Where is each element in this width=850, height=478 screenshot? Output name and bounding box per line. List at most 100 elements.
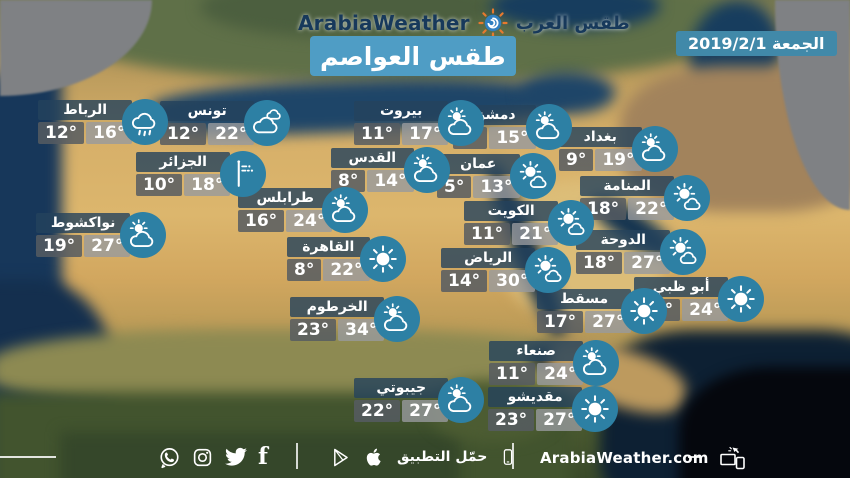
city-name: مقديشو [488,387,583,407]
partly-cloudy-icon [525,104,572,150]
city-weather-badge: تونس 12° 22° [160,100,291,146]
social-icons-group: f [158,445,268,469]
low-temperature: 23° [290,319,337,341]
city-temperatures: 11° 21° [464,223,559,245]
city-name: تونس [160,101,255,121]
city-text-block: المنامة 18° 22° [580,176,675,220]
brand-header: ArabiaWeather طقس العرب [298,8,630,38]
instagram-icon[interactable] [191,446,214,469]
city-temperatures: 23° 27° [488,409,583,431]
sunny-icon [359,236,406,282]
city-text-block: القدس 8° 14° [331,148,414,192]
devices-click-icon [719,446,745,470]
city-text-block: مقديشو 23° 27° [488,387,583,431]
city-name: الكويت [464,201,559,221]
city-text-block: بيروت 11° 17° [354,101,449,145]
site-link[interactable]: ArabiaWeather.com [540,449,709,467]
partly-cloudy-icon [322,187,369,233]
app-download-label: حمّل التطبيق [397,449,488,465]
city-name: جيبوتي [354,378,449,398]
low-temperature: 11° [354,123,401,145]
high-temperature: 16° [86,122,133,144]
high-temperature: 27° [585,311,632,333]
sunny-icon [718,276,765,322]
city-name: الجزائر [136,152,231,172]
city-weather-badge: الدوحة 18° 27° [576,229,707,275]
high-temperature: 27° [84,235,131,257]
city-weather-badge: المنامة 18° 22° [580,175,711,221]
city-text-block: طرابلس 16° 24° [238,188,333,232]
phone-outline-icon [504,449,513,465]
site-group: ArabiaWeather.com [540,446,749,470]
mostly-sunny-icon [664,175,711,221]
city-weather-badge: بيروت 11° 17° [354,100,485,146]
sunny-icon [621,288,668,334]
city-name: الرياض [441,248,536,268]
partly-cloudy-icon [631,126,678,172]
apple-icon[interactable] [363,445,385,469]
city-text-block: عمان 5° 13° [437,154,520,198]
high-temperature: 21° [512,223,559,245]
low-temperature: 18° [576,252,623,274]
high-temperature: 34° [338,319,385,341]
city-temperatures: 16° 24° [238,210,333,232]
high-temperature: 19° [595,149,642,171]
brand-name-latin: ArabiaWeather [298,11,470,35]
google-play-icon[interactable] [330,446,351,469]
high-temperature: 30° [489,270,536,292]
city-text-block: الكويت 11° 21° [464,201,559,245]
low-temperature: 12° [160,123,207,145]
low-temperature: 10° [136,174,183,196]
mostly-sunny-icon [548,200,595,246]
city-name: مسقط [537,289,632,309]
low-temperature: 22° [354,400,401,422]
high-temperature: 22° [628,198,675,220]
high-temperature: 27° [402,400,449,422]
facebook-icon[interactable]: f [258,443,268,470]
city-text-block: الدوحة 18° 27° [576,230,671,274]
page-title: طقس العواصم [310,36,516,76]
city-weather-badge: الخرطوم 23° 34° [290,296,421,342]
whatsapp-icon[interactable] [158,446,181,469]
high-temperature: 27° [536,409,583,431]
cloudy-icon [244,100,291,146]
high-temperature: 27° [624,252,671,274]
city-name: الرباط [38,100,133,120]
high-temperature: 13° [473,176,520,198]
low-temperature: 11° [489,363,536,385]
high-temperature: 18° [184,174,231,196]
low-temperature: 12° [38,122,85,144]
city-text-block: صنعاء 11° 24° [489,341,584,385]
low-temperature: 19° [36,235,83,257]
city-temperatures: 18° 22° [580,198,675,220]
city-weather-badge: القدس 8° 14° [331,147,450,193]
city-weather-badge: الرباط 12° 16° [38,99,169,145]
high-temperature: 22° [208,123,255,145]
city-temperatures: 23° 34° [290,319,385,341]
city-temperatures: 17° 27° [537,311,632,333]
partly-cloudy-icon [573,340,620,386]
city-text-block: مسقط 17° 27° [537,289,632,333]
city-temperatures: 19° 27° [36,235,131,257]
city-weather-badge: عمان 5° 13° [437,153,556,199]
app-download-group: حمّل التطبيق [330,445,517,469]
city-temperatures: 18° 27° [576,252,671,274]
footer-divider [296,443,298,469]
city-weather-badge: الرياض 14° 30° [441,247,572,293]
city-weather-badge: الكويت 11° 21° [464,200,595,246]
city-name: الخرطوم [290,297,385,317]
city-temperatures: 14° 30° [441,270,536,292]
partly-cloudy-icon [120,212,167,258]
city-weather-badge: نواكشوط 19° 27° [36,212,167,258]
city-temperatures: 12° 22° [160,123,255,145]
brand-name-arabic: طقس العرب [515,12,630,34]
city-weather-badge: جيبوتي 22° 27° [354,377,485,423]
windy-icon [220,151,267,197]
city-name: بغداد [559,127,642,147]
twitter-icon[interactable] [224,445,248,469]
city-weather-badge: الجزائر 10° 18° [136,151,267,197]
high-temperature: 24° [537,363,584,385]
city-text-block: الرباط 12° 16° [38,100,133,144]
